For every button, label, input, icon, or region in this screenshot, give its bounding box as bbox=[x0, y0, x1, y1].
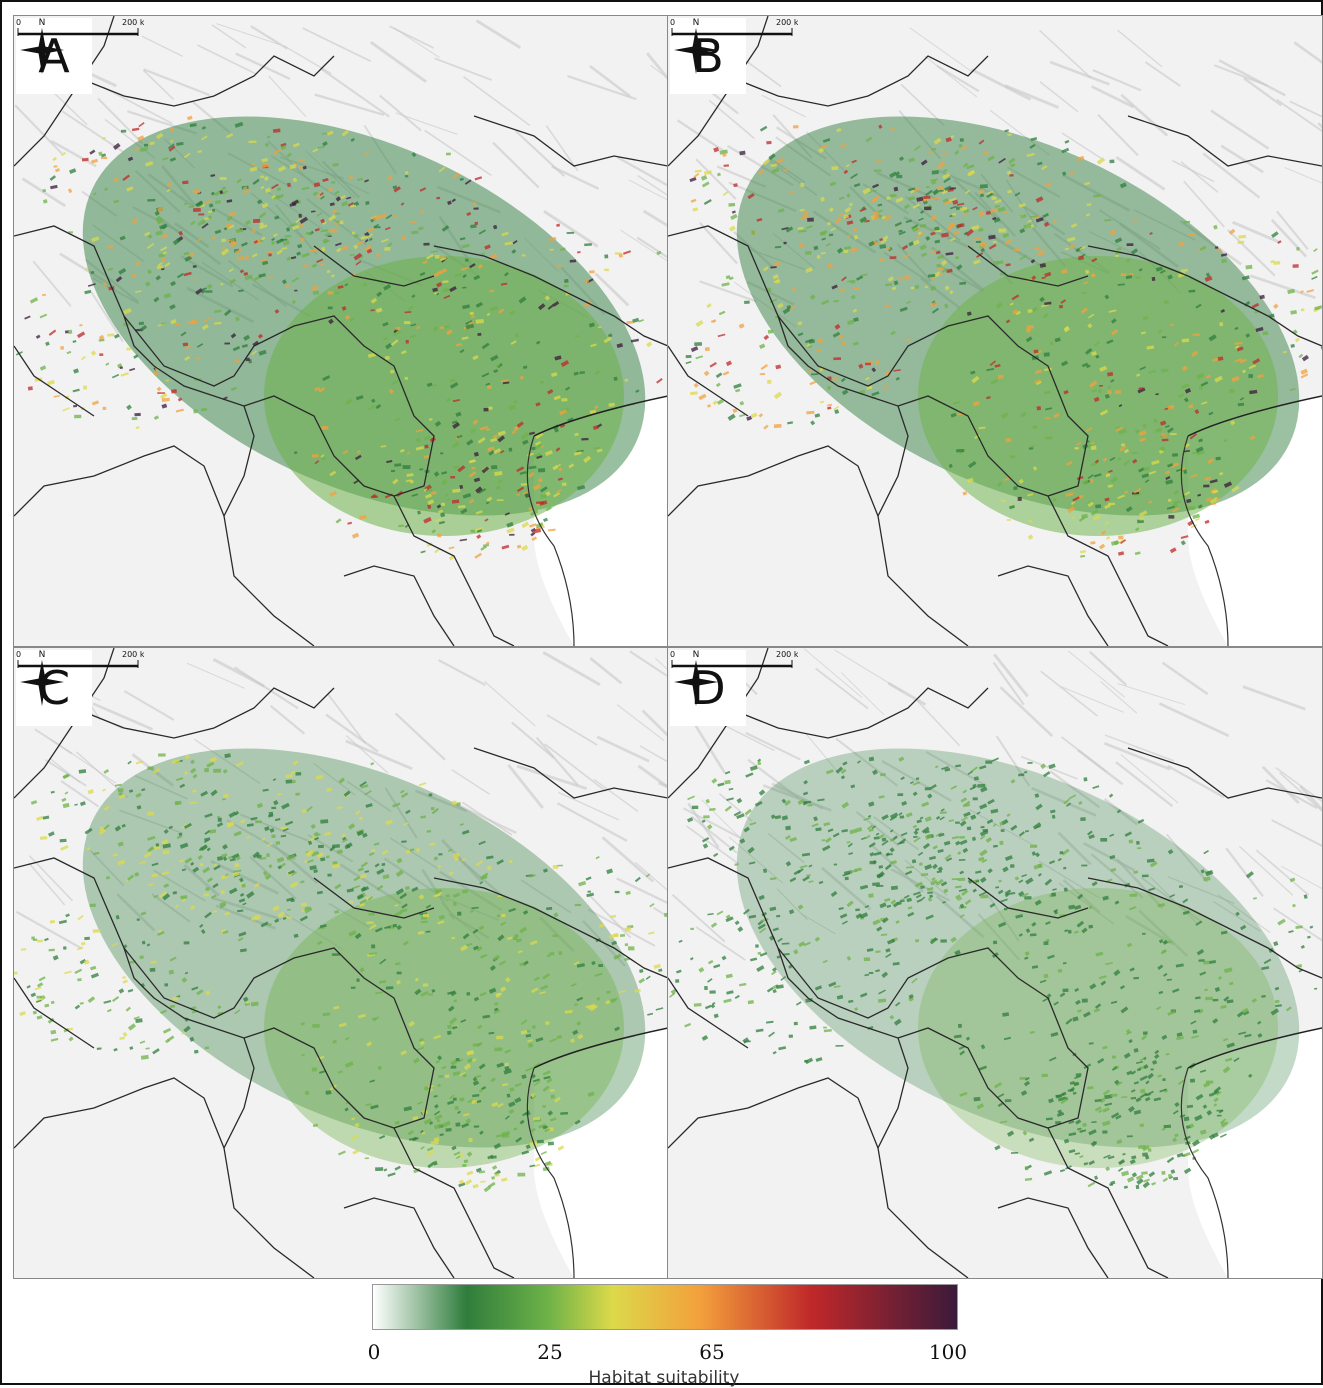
svg-text:0: 0 bbox=[16, 18, 21, 27]
svg-text:0: 0 bbox=[16, 650, 21, 659]
map-panel-d: D N 0 200 km bbox=[667, 647, 1323, 1279]
legend-tick-100: 100 bbox=[928, 1340, 968, 1364]
color-legend: 0 25 65 100 Habitat suitability bbox=[368, 1284, 967, 1388]
north-arrow-icon: N bbox=[20, 18, 64, 74]
svg-text:0: 0 bbox=[670, 18, 675, 27]
svg-text:0: 0 bbox=[670, 650, 675, 659]
legend-tick-0: 0 bbox=[367, 1340, 381, 1364]
svg-text:N: N bbox=[693, 18, 700, 28]
svg-text:N: N bbox=[39, 650, 46, 660]
scale-bar: 0 200 km bbox=[16, 18, 144, 36]
legend-tick-65: 65 bbox=[699, 1340, 725, 1364]
panel-label-c: C bbox=[16, 650, 92, 726]
map-c-canvas bbox=[14, 648, 668, 1278]
panel-label-d: D bbox=[670, 650, 746, 726]
svg-text:200 km: 200 km bbox=[776, 18, 798, 27]
scale-bar: 0 200 km bbox=[16, 650, 144, 668]
map-d-canvas bbox=[668, 648, 1322, 1278]
north-arrow-icon: N bbox=[674, 650, 718, 706]
scale-bar: 0 200 km bbox=[670, 650, 798, 668]
svg-text:N: N bbox=[39, 18, 46, 28]
svg-text:200 km: 200 km bbox=[122, 18, 144, 27]
north-arrow-icon: N bbox=[20, 650, 64, 706]
scale-bar: 0 200 km bbox=[670, 18, 798, 36]
north-arrow-icon: N bbox=[674, 18, 718, 74]
map-panel-c: C N 0 200 km bbox=[13, 647, 669, 1279]
legend-tick-25: 25 bbox=[537, 1340, 563, 1364]
map-a-canvas bbox=[14, 16, 668, 646]
legend-color-ramp bbox=[372, 1284, 958, 1330]
legend-title: Habitat suitability bbox=[588, 1368, 740, 1388]
map-b-canvas bbox=[668, 16, 1322, 646]
svg-text:200 km: 200 km bbox=[776, 650, 798, 659]
svg-text:200 km: 200 km bbox=[122, 650, 144, 659]
svg-text:N: N bbox=[693, 650, 700, 660]
